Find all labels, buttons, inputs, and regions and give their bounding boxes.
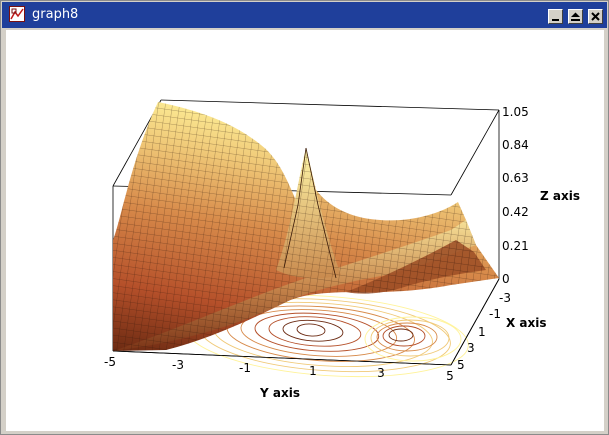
contour-line [240,309,398,357]
z-tick-label: 0.21 [502,239,529,253]
app-icon [9,6,25,22]
contour-line [296,323,326,337]
title-bar[interactable]: graph8 [2,2,607,28]
x-axis-label: X axis [506,316,547,330]
contour-line [254,312,380,352]
y-tick-label: -5 [104,355,116,369]
contour-line [364,316,462,362]
y-tick-label: -3 [172,358,184,372]
x-tick-label: 3 [467,341,475,355]
close-button[interactable] [588,9,603,24]
z-tick-label: 0 [502,272,510,286]
z-tick-label: 0.84 [502,138,529,152]
contour-line [370,319,450,357]
maximize-button[interactable] [568,9,583,24]
y-tick-label: 3 [377,366,385,380]
y-tick-label: 1 [309,364,317,378]
z-tick-label: 0.63 [502,171,529,185]
surface-mesh [113,102,499,351]
x-tick-label: 5 [457,358,465,372]
contour-line [376,322,438,352]
contour-line [282,319,344,342]
z-tick-label: 1.05 [502,105,529,119]
close-icon [591,12,600,21]
contour-line [382,325,426,347]
contour-line [388,328,414,342]
z-tick-label: 0.42 [502,205,529,219]
surface-plot[interactable]: -5 -3 -1 1 3 5 Y axis -3 -1 1 3 5 X axis… [6,30,604,431]
y-axis-ticks: -5 -3 -1 1 3 5 [104,355,454,383]
plot-area: -5 -3 -1 1 3 5 Y axis -3 -1 1 3 5 X axis… [6,30,604,431]
x-tick-label: -1 [489,307,501,321]
x-tick-label: -3 [499,291,511,305]
y-axis-label: Y axis [259,386,300,400]
y-tick-label: 5 [446,369,454,383]
z-axis-ticks: 0 0.21 0.42 0.63 0.84 1.05 [502,105,529,286]
minimize-icon [552,19,559,21]
x-axis-ticks: -3 -1 1 3 5 [457,291,511,372]
maximize-icon [571,12,580,21]
window-title: graph8 [32,7,79,22]
y-tick-label: -1 [239,361,251,375]
x-tick-label: 1 [478,325,486,339]
bounding-box-front [112,278,500,366]
z-axis-label: Z axis [540,189,580,203]
minimize-button[interactable] [548,9,563,24]
contour-line [268,316,362,347]
